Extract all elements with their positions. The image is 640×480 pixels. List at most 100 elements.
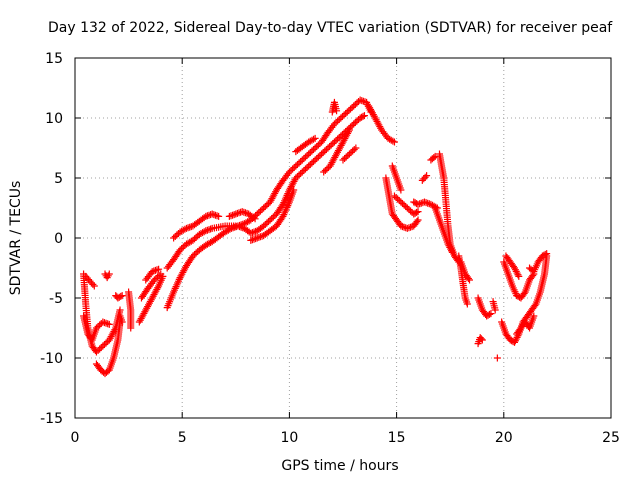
data-point [332, 137, 340, 144]
data-point [189, 236, 197, 244]
data-point [264, 218, 272, 225]
data-point [287, 167, 295, 174]
data-point [430, 154, 438, 162]
data-point [348, 104, 356, 111]
data-point [295, 171, 303, 179]
data-point [191, 251, 199, 258]
data-point [321, 167, 329, 174]
data-point [100, 341, 108, 348]
data-point [306, 161, 314, 168]
data-point [464, 275, 472, 282]
data-point [303, 164, 311, 171]
data-point [94, 323, 102, 330]
data-point [541, 250, 549, 258]
data-point [186, 238, 194, 246]
x-axis-label: GPS time / hours [281, 458, 398, 474]
data-point [390, 192, 398, 200]
data-point [349, 147, 357, 155]
data-point [414, 216, 422, 224]
data-point [157, 270, 165, 278]
data-point [405, 206, 413, 213]
data-point [397, 186, 405, 194]
data-point [423, 172, 431, 180]
data-point [258, 206, 266, 213]
data-point [402, 203, 410, 210]
data-point [316, 152, 324, 159]
data-point [308, 147, 316, 155]
data-point [330, 138, 338, 146]
data-point [345, 107, 353, 114]
data-point [308, 159, 316, 167]
data-point [301, 165, 309, 173]
data-point [486, 310, 494, 318]
data-point [311, 156, 319, 164]
data-point [215, 212, 223, 220]
data-point [445, 242, 453, 250]
y-tick-label: 0 [54, 231, 63, 247]
chart-title: Day 132 of 2022, Sidereal Day-to-day VTE… [48, 20, 613, 36]
data-point [337, 114, 345, 122]
data-point [543, 250, 551, 258]
data-point [515, 272, 523, 280]
x-tick-label: 0 [71, 430, 80, 446]
data-point [266, 216, 274, 224]
data-point [249, 214, 257, 222]
data-point [313, 155, 321, 162]
data-point [314, 153, 322, 161]
data-point [99, 342, 107, 350]
data-point [323, 165, 331, 173]
data-point [413, 208, 421, 216]
data-point [226, 225, 234, 233]
data-point [118, 292, 126, 300]
data-point [178, 245, 186, 252]
data-point [171, 233, 179, 240]
data-point [444, 240, 452, 248]
data-point [92, 324, 100, 332]
data-point [269, 213, 277, 221]
data-point [360, 112, 368, 120]
data-point [335, 116, 343, 123]
data-point [155, 265, 163, 273]
data-point [334, 135, 342, 143]
data-point [290, 164, 298, 171]
data-point [342, 153, 350, 161]
data-point [94, 347, 102, 354]
data-point [347, 149, 355, 156]
y-tick-label: -10 [40, 351, 63, 367]
data-point [297, 158, 305, 165]
data-point [116, 306, 124, 314]
data-point [514, 271, 522, 279]
data-point [421, 173, 429, 181]
data-point [256, 207, 264, 215]
data-point [96, 345, 104, 353]
data-point [348, 122, 356, 129]
data-point [341, 155, 349, 162]
data-point [333, 107, 341, 115]
data-point [327, 141, 335, 149]
data-point [170, 234, 178, 242]
data-point [345, 128, 353, 136]
data-point [353, 99, 361, 107]
data-point [350, 102, 358, 110]
data-point [321, 147, 329, 155]
data-point [300, 167, 308, 174]
data-point [105, 320, 113, 328]
data-point [181, 225, 189, 233]
data-point [398, 200, 406, 207]
data-point [298, 168, 306, 176]
y-tick-label: -15 [40, 411, 63, 427]
data-point [298, 156, 306, 164]
data-point [397, 198, 405, 206]
y-tick-label: 10 [45, 111, 63, 127]
data-point [344, 152, 352, 159]
x-tick-label: 20 [495, 430, 513, 446]
data-point [285, 168, 293, 176]
data-point [324, 144, 332, 152]
data-point [305, 150, 313, 158]
data-point [395, 197, 403, 204]
data-point [105, 270, 113, 278]
data-point [311, 144, 319, 152]
data-point [487, 310, 495, 318]
data-point [345, 126, 353, 134]
